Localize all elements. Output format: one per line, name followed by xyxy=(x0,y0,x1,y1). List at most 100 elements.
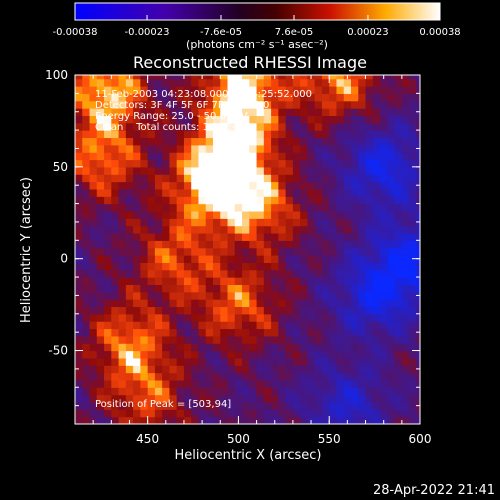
heatmap-cell xyxy=(162,277,171,285)
heatmap-cell xyxy=(358,306,367,315)
heatmap-cell xyxy=(220,122,229,131)
heatmap-cell xyxy=(154,240,163,249)
heatmap-cell xyxy=(147,269,156,278)
heatmap-cell xyxy=(401,166,410,175)
heatmap-cell xyxy=(242,108,250,117)
heatmap-cell xyxy=(234,166,243,175)
heatmap-cell xyxy=(292,122,301,131)
heatmap-cell xyxy=(198,394,207,403)
heatmap-cell xyxy=(89,313,98,322)
heatmap-cell xyxy=(285,247,294,256)
heatmap-cell xyxy=(234,188,243,197)
heatmap-cell xyxy=(278,144,287,153)
heatmap-cell xyxy=(394,115,403,124)
heatmap-cell xyxy=(191,357,200,366)
heatmap-cell xyxy=(82,255,91,263)
heatmap-cell xyxy=(140,394,149,403)
heatmap-cell xyxy=(242,86,250,94)
heatmap-cell xyxy=(96,100,105,109)
heatmap-cell xyxy=(321,122,330,131)
heatmap-cell xyxy=(234,409,243,418)
heatmap-cell xyxy=(416,372,420,381)
heatmap-cell xyxy=(271,159,279,168)
peak-position-label: Position of Peak = [503,94] xyxy=(95,399,231,410)
heatmap-cell xyxy=(401,284,410,293)
heatmap-cell xyxy=(307,372,316,381)
heatmap-cell xyxy=(227,387,236,396)
heatmap-cell xyxy=(401,122,410,131)
heatmap-cell xyxy=(125,174,134,183)
heatmap-cell xyxy=(278,365,287,374)
heatmap-cell xyxy=(191,255,200,263)
heatmap-cell xyxy=(96,196,105,205)
heatmap-cell xyxy=(314,232,323,241)
heatmap-cell xyxy=(300,401,309,410)
heatmap-cell xyxy=(191,328,200,337)
heatmap-cell xyxy=(227,277,236,285)
heatmap-cell xyxy=(183,262,192,271)
heatmap-cell xyxy=(176,247,185,256)
heatmap-cell xyxy=(227,269,236,278)
heatmap-cell xyxy=(321,174,330,183)
heatmap-cell xyxy=(401,343,410,352)
heatmap-cell xyxy=(263,350,272,359)
heatmap-cell xyxy=(329,218,338,227)
heatmap-cell xyxy=(336,269,345,278)
heatmap-cell xyxy=(256,401,265,410)
heatmap-cell xyxy=(227,240,236,249)
heatmap-cell xyxy=(104,416,112,424)
heatmap-cell xyxy=(198,277,207,285)
heatmap-cell xyxy=(205,144,214,153)
heatmap-cell xyxy=(162,78,171,87)
heatmap-cell xyxy=(75,269,83,278)
heatmap-cell xyxy=(227,144,236,153)
heatmap-cell xyxy=(307,313,316,322)
heatmap-cell xyxy=(89,409,98,418)
heatmap-cell xyxy=(227,284,236,293)
heatmap-cell xyxy=(96,203,105,212)
heatmap-cell xyxy=(234,225,243,234)
heatmap-cell xyxy=(329,130,338,139)
heatmap-cell xyxy=(213,78,221,87)
heatmap-cell xyxy=(285,115,294,124)
heatmap-cell xyxy=(111,291,120,300)
heatmap-cell xyxy=(300,387,309,396)
heatmap-cell xyxy=(314,416,323,424)
heatmap-cell xyxy=(314,218,323,227)
heatmap-cell xyxy=(227,313,236,322)
heatmap-cell xyxy=(329,409,338,418)
heatmap-cell xyxy=(365,108,374,117)
heatmap-cell xyxy=(416,166,420,175)
heatmap-cell xyxy=(249,166,258,175)
heatmap-cell xyxy=(111,181,120,190)
heatmap-cell xyxy=(285,108,294,117)
heatmap-cell xyxy=(169,262,178,271)
heatmap-cell xyxy=(380,218,388,227)
heatmap-cell xyxy=(249,218,258,227)
heatmap-cell xyxy=(154,115,163,124)
heatmap-cell xyxy=(307,394,316,403)
heatmap-cell xyxy=(227,203,236,212)
heatmap-cell xyxy=(321,313,330,322)
heatmap-cell xyxy=(169,203,178,212)
heatmap-cell xyxy=(314,203,323,212)
heatmap-cell xyxy=(140,196,149,205)
heatmap-cell xyxy=(416,247,420,256)
heatmap-cell xyxy=(263,387,272,396)
heatmap-cell xyxy=(307,357,316,366)
heatmap-cell xyxy=(147,174,156,183)
heatmap-cell xyxy=(285,284,294,293)
heatmap-cell xyxy=(140,78,149,87)
heatmap-cell xyxy=(300,284,309,293)
heatmap-cell xyxy=(300,144,309,153)
heatmap-cell xyxy=(300,291,309,300)
heatmap-cell xyxy=(256,284,265,293)
heatmap-cell xyxy=(321,269,330,278)
heatmap-cell xyxy=(147,152,156,161)
heatmap-cell xyxy=(336,210,345,219)
heatmap-cell xyxy=(96,240,105,249)
heatmap-cell xyxy=(96,277,105,285)
heatmap-cell xyxy=(154,174,163,183)
heatmap-cell xyxy=(329,75,338,80)
heatmap-cell xyxy=(242,174,250,183)
